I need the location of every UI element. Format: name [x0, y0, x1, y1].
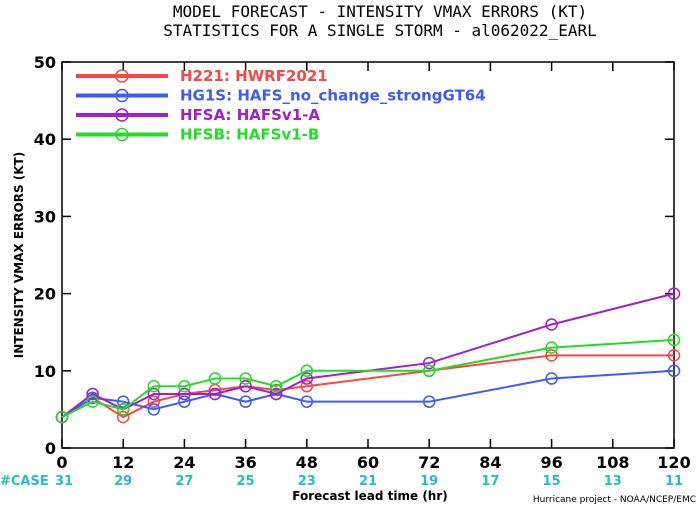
y-tick-label: 0 — [45, 439, 56, 458]
data-point — [545, 372, 558, 385]
x-tick-label: 96 — [540, 453, 562, 472]
data-point — [86, 387, 99, 401]
case-count: 17 — [481, 474, 499, 489]
case-count: 15 — [543, 474, 561, 489]
case-label: #CASE — [0, 474, 49, 489]
case-count: 21 — [359, 474, 377, 489]
y-tick-label: 50 — [34, 53, 56, 72]
data-point — [545, 341, 558, 354]
y-tick-label: 20 — [34, 285, 56, 304]
series — [55, 349, 681, 424]
legend-marker — [115, 127, 129, 142]
data-point — [667, 349, 681, 362]
data-point — [55, 410, 69, 424]
x-axis-label: Forecast lead time (hr) — [292, 489, 448, 503]
data-point — [178, 379, 191, 393]
legend-label: HFSA: HAFSv1-A — [180, 106, 320, 124]
data-point — [147, 379, 161, 393]
credit-text: Hurricane project - NOAA/NCEP/EMC — [533, 495, 696, 505]
x-tick-label: 24 — [173, 453, 195, 472]
y-tick-label: 40 — [34, 130, 56, 149]
x-tick-label: 120 — [657, 453, 690, 472]
case-count: 23 — [298, 474, 316, 489]
y-tick-label: 30 — [34, 207, 56, 226]
data-point — [300, 395, 314, 408]
series — [55, 333, 681, 424]
data-point — [239, 379, 252, 393]
case-count: 19 — [420, 474, 438, 489]
data-point — [269, 387, 283, 401]
y-axis-label: INTENSITY VMAX ERRORS (KT) — [12, 152, 26, 358]
data-point — [208, 372, 222, 385]
data-point — [667, 333, 681, 347]
legend-label: H221: HWRF2021 — [180, 67, 328, 85]
data-point — [116, 395, 130, 408]
x-tick-label: 60 — [357, 453, 379, 472]
data-point — [147, 395, 161, 408]
case-count: 25 — [237, 474, 255, 489]
data-point — [178, 387, 191, 401]
data-point — [239, 395, 252, 408]
data-point — [269, 379, 283, 393]
x-tick-label: 84 — [479, 453, 501, 472]
data-point — [208, 387, 222, 401]
data-point — [116, 410, 130, 424]
data-point — [116, 403, 130, 416]
plot-frame — [61, 61, 675, 449]
y-axis: 0 10 20 30 40 50 — [34, 53, 674, 458]
data-point — [667, 364, 681, 378]
data-point — [545, 349, 558, 362]
x-axis: 0 12 24 36 48 60 72 84 96 108 120 — [56, 62, 691, 472]
chart-title-line2: STATISTICS FOR A SINGLE STORM - al062022… — [163, 21, 596, 40]
x-tick-label: 72 — [418, 453, 440, 472]
x-tick-label: 0 — [56, 453, 67, 472]
case-count: 31 — [55, 474, 73, 489]
data-point — [667, 287, 681, 300]
data-point — [422, 364, 436, 378]
data-point — [422, 395, 436, 408]
data-point — [178, 395, 191, 408]
legend-marker — [115, 69, 129, 83]
series-lines — [55, 287, 681, 424]
data-point — [86, 395, 99, 408]
case-count: 29 — [114, 474, 132, 489]
case-count: 11 — [665, 474, 683, 489]
data-point — [300, 372, 314, 385]
legend-label: HG1S: HAFS_no_change_strongGT64 — [180, 87, 486, 105]
data-point — [545, 318, 558, 331]
case-count-row: #CASE 31 29 27 25 23 21 19 17 15 13 11 — [0, 474, 683, 489]
legend-marker — [115, 108, 129, 122]
case-count: 13 — [604, 474, 622, 489]
data-point — [239, 372, 252, 385]
data-point — [422, 356, 436, 370]
x-tick-label: 36 — [234, 453, 256, 472]
x-tick-label: 108 — [596, 453, 629, 472]
data-point — [147, 403, 161, 416]
y-tick-label: 10 — [34, 362, 56, 381]
x-tick-label: 48 — [296, 453, 318, 472]
legend-marker — [115, 88, 129, 103]
chart-title-line1: MODEL FORECAST - INTENSITY VMAX ERRORS (… — [173, 2, 587, 21]
case-count: 27 — [175, 474, 193, 489]
data-point — [300, 379, 314, 393]
series — [55, 364, 681, 424]
legend-label: HFSB: HAFSv1-B — [180, 126, 319, 144]
x-tick-label: 12 — [112, 453, 134, 472]
data-point — [300, 364, 314, 378]
data-point — [147, 387, 161, 401]
legend: H221: HWRF2021 HG1S: HAFS_no_change_stron… — [76, 67, 486, 144]
